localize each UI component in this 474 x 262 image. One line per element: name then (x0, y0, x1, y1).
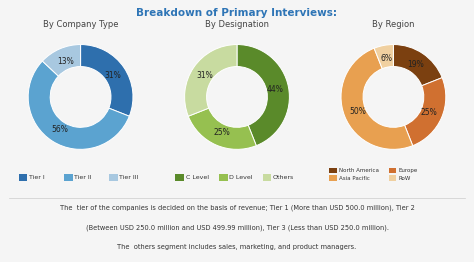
Text: 13%: 13% (57, 57, 73, 66)
Wedge shape (28, 61, 129, 149)
Text: Tier III: Tier III (119, 175, 139, 180)
Text: 31%: 31% (104, 71, 121, 80)
Text: 31%: 31% (197, 71, 213, 80)
Text: Breakdown of Primary Interviews:: Breakdown of Primary Interviews: (137, 8, 337, 18)
Text: The  others segment includes sales, marketing, and product managers.: The others segment includes sales, marke… (118, 244, 356, 250)
Title: By Region: By Region (372, 20, 415, 29)
Text: 25%: 25% (213, 128, 230, 137)
Text: 19%: 19% (407, 60, 424, 69)
Text: D Level: D Level (229, 175, 253, 180)
Text: 6%: 6% (380, 54, 392, 63)
Wedge shape (374, 45, 393, 69)
Text: Others: Others (273, 175, 294, 180)
Wedge shape (393, 45, 442, 86)
Text: RoW: RoW (398, 176, 410, 181)
Text: Asia Pacific: Asia Pacific (339, 176, 370, 181)
Text: 50%: 50% (349, 107, 366, 116)
Text: North America: North America (339, 168, 379, 173)
Title: By Company Type: By Company Type (43, 20, 118, 29)
Wedge shape (341, 48, 413, 149)
Wedge shape (188, 108, 256, 149)
Text: 25%: 25% (420, 108, 438, 117)
Wedge shape (184, 45, 237, 116)
Wedge shape (42, 45, 81, 76)
Text: (Between USD 250.0 million and USD 499.99 million), Tier 3 (Less than USD 250.0 : (Between USD 250.0 million and USD 499.9… (85, 224, 389, 231)
Text: C Level: C Level (186, 175, 209, 180)
Text: 56%: 56% (51, 125, 68, 134)
Text: Europe: Europe (398, 168, 418, 173)
Text: Tier II: Tier II (74, 175, 92, 180)
Text: 44%: 44% (267, 85, 283, 94)
Wedge shape (81, 45, 133, 116)
Wedge shape (405, 78, 446, 146)
Title: By Designation: By Designation (205, 20, 269, 29)
Wedge shape (237, 45, 290, 146)
Text: Tier I: Tier I (29, 175, 45, 180)
Text: The  tier of the companies is decided on the basis of revenue; Tier 1 (More than: The tier of the companies is decided on … (60, 204, 414, 211)
